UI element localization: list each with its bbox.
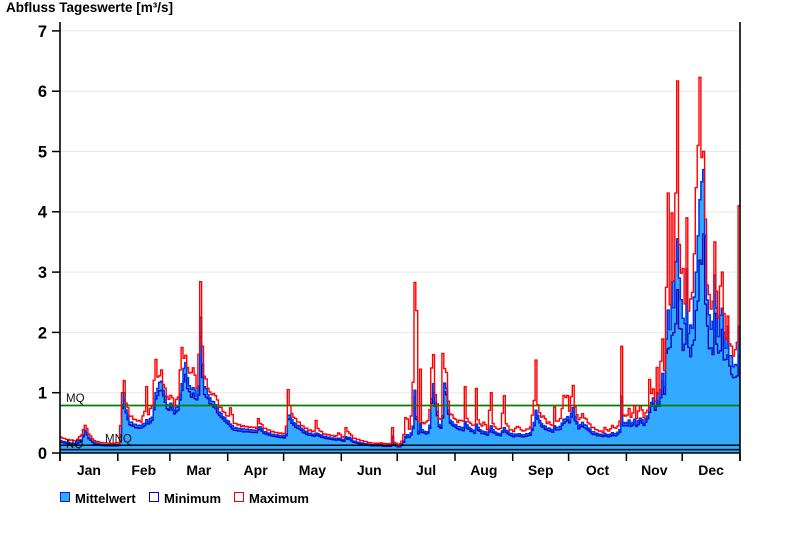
svg-text:MQ: MQ (66, 393, 85, 405)
svg-text:Oct: Oct (586, 462, 610, 478)
svg-text:7: 7 (38, 23, 47, 41)
svg-text:5: 5 (38, 143, 47, 161)
svg-text:6: 6 (38, 83, 47, 101)
svg-text:Sep: Sep (528, 462, 554, 478)
svg-text:Aug: Aug (470, 462, 497, 478)
svg-text:Feb: Feb (131, 462, 156, 478)
svg-text:2: 2 (38, 324, 47, 342)
svg-text:1: 1 (38, 385, 47, 403)
svg-text:Jul: Jul (416, 462, 436, 478)
svg-text:Dec: Dec (698, 462, 724, 478)
svg-text:Apr: Apr (244, 462, 269, 478)
svg-text:Jan: Jan (77, 462, 101, 478)
svg-text:0: 0 (38, 445, 47, 463)
svg-text:Nov: Nov (641, 462, 668, 478)
svg-text:NQ: NQ (66, 439, 83, 451)
svg-text:4: 4 (38, 204, 48, 222)
svg-text:MNQ: MNQ (105, 434, 132, 446)
svg-text:May: May (299, 462, 326, 478)
svg-text:3: 3 (38, 264, 47, 282)
svg-text:Mar: Mar (186, 462, 211, 478)
svg-text:Jun: Jun (357, 462, 382, 478)
